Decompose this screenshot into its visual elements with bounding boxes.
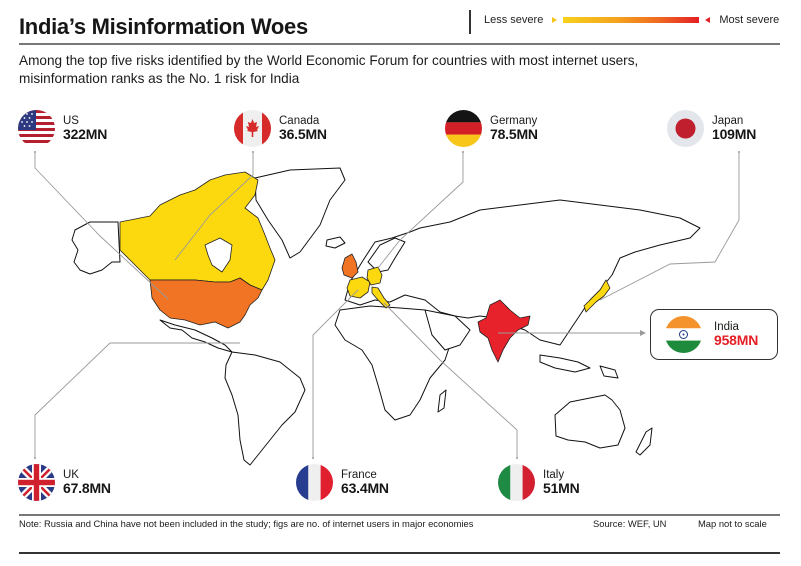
callout-uk: UK 67.8MN <box>18 464 111 501</box>
italy-leader-line <box>383 302 518 458</box>
india-name: India <box>714 321 739 334</box>
footer-source: Source: WEF, UN <box>593 518 667 529</box>
japan-shape <box>583 279 611 313</box>
us-shape <box>149 277 263 329</box>
mexico-shape <box>159 319 233 353</box>
alaska-shape <box>71 221 121 275</box>
italy-name: Italy <box>543 469 565 482</box>
us-leader-line <box>34 152 169 300</box>
subtitle-line-1: Among the top five risks identified by t… <box>19 53 639 68</box>
canada-name: Canada <box>279 115 320 128</box>
japan-name: Japan <box>712 115 744 128</box>
germany-leader-dot <box>462 151 464 153</box>
uk-name: UK <box>63 469 79 482</box>
india-shape <box>477 299 531 363</box>
germany-leader-line <box>377 152 464 269</box>
south-america-shape <box>224 351 306 466</box>
italy-leader-dot <box>516 457 518 459</box>
france-value: 63.4MN <box>341 480 389 497</box>
france-name: France <box>341 469 377 482</box>
india-flag-icon <box>665 316 702 353</box>
madagascar-shape <box>437 389 447 413</box>
india-leader-arrow-icon <box>640 330 646 336</box>
japan-value: 109MN <box>712 126 757 143</box>
canada-flag-icon <box>234 110 271 147</box>
indonesia-shape <box>539 354 591 373</box>
callout-canada: Canada 36.5MN <box>234 110 327 147</box>
france-leader-dot <box>312 457 314 459</box>
page-title: India’s Misinformation Woes <box>19 14 308 39</box>
japan-leader-line <box>599 152 740 301</box>
uk-leader-line <box>34 342 240 458</box>
callout-india: India 958MN <box>650 309 778 360</box>
us-leader-dot <box>34 151 36 153</box>
callout-italy: Italy 51MN <box>498 464 580 501</box>
header-divider <box>469 10 471 34</box>
canada-leader-dot <box>252 151 254 153</box>
greenland-shape <box>254 167 346 259</box>
uk-flag-icon <box>18 464 55 501</box>
us-name: US <box>63 115 79 128</box>
footer-note: Note: Russia and China have not been inc… <box>19 518 474 529</box>
callout-germany: Germany 78.5MN <box>445 110 538 147</box>
japan-flag-icon <box>667 110 704 147</box>
footer-top-rule <box>19 514 780 516</box>
us-value: 322MN <box>63 126 108 143</box>
italy-flag-icon <box>498 464 535 501</box>
italy-value: 51MN <box>543 480 580 497</box>
legend-arrow-right-icon <box>552 17 558 23</box>
germany-flag-icon <box>445 110 482 147</box>
new-guinea-shape <box>599 365 619 379</box>
arabia-shape <box>424 309 471 351</box>
legend-gradient-bar <box>563 17 700 23</box>
callout-france: France 63.4MN <box>296 464 389 501</box>
india-value: 958MN <box>714 332 759 349</box>
france-leader-line <box>312 289 359 458</box>
france-shape <box>346 276 371 299</box>
canada-leader-line <box>174 152 254 261</box>
callout-japan: Japan 109MN <box>667 110 756 147</box>
eurasia-shape <box>344 199 701 346</box>
legend-less-severe-label: Less severe <box>484 14 544 26</box>
subtitle-line-2: misinformation ranks as the No. 1 risk f… <box>19 71 300 86</box>
japan-leader-dot <box>738 151 740 153</box>
germany-value: 78.5MN <box>490 126 538 143</box>
uk-shape <box>341 253 359 279</box>
iceland-shape <box>325 236 346 249</box>
header-rule <box>19 43 780 45</box>
france-flag-icon <box>296 464 333 501</box>
uk-value: 67.8MN <box>63 480 111 497</box>
footer-scale-note: Map not to scale <box>698 518 767 529</box>
africa-shape <box>334 305 451 421</box>
uk-leader-dot <box>34 457 36 459</box>
hudson-bay-shape <box>204 237 233 273</box>
germany-name: Germany <box>490 115 538 128</box>
subtitle: Among the top five risks identified by t… <box>19 52 789 88</box>
callout-us: US 322MN <box>18 110 107 147</box>
new-zealand-shape <box>635 427 653 456</box>
australia-shape <box>554 394 626 449</box>
canada-value: 36.5MN <box>279 126 327 143</box>
footer-bottom-rule <box>19 552 780 554</box>
legend-arrow-left-icon <box>705 17 711 23</box>
legend-most-severe-label: Most severe <box>719 14 780 26</box>
severity-legend: Less severe Most severe <box>484 14 779 26</box>
germany-shape <box>366 266 383 286</box>
us-flag-icon <box>18 110 55 147</box>
